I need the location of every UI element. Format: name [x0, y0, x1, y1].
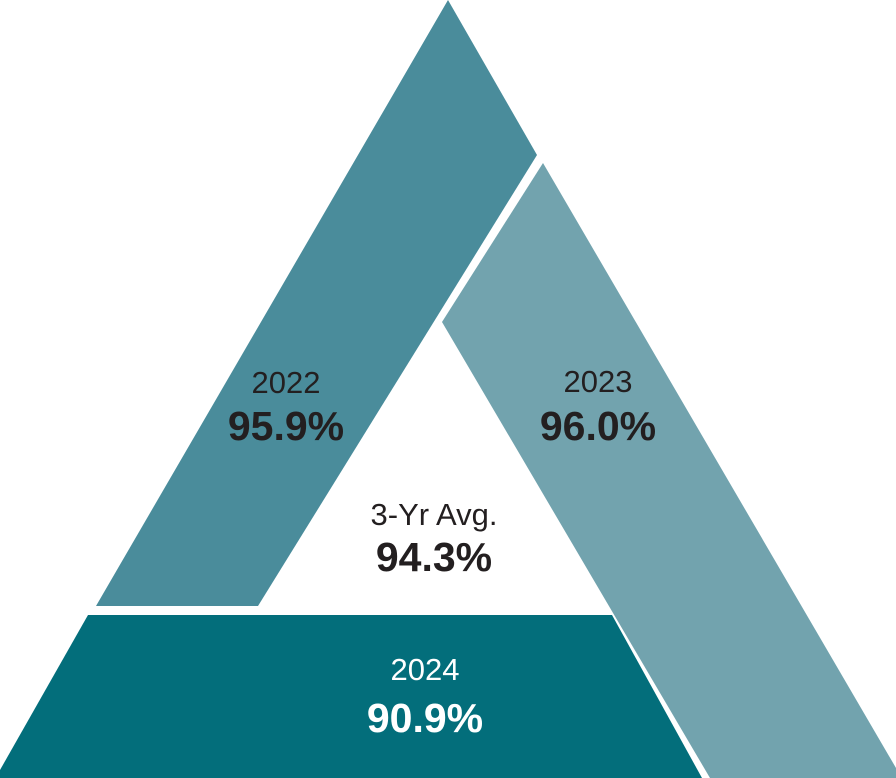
segment-value: 90.9%	[367, 695, 483, 741]
segment-value: 95.9%	[228, 403, 344, 449]
segment-2024	[0, 615, 702, 778]
segment-label: 2023	[564, 364, 633, 399]
segment-2022	[96, 0, 537, 606]
center-label: 3-Yr Avg.	[371, 497, 498, 532]
segment-2023	[442, 163, 896, 778]
segment-label: 2024	[391, 652, 460, 687]
segment-label: 2022	[252, 365, 321, 400]
center-value: 94.3%	[376, 534, 492, 580]
segment-value: 96.0%	[540, 403, 656, 449]
